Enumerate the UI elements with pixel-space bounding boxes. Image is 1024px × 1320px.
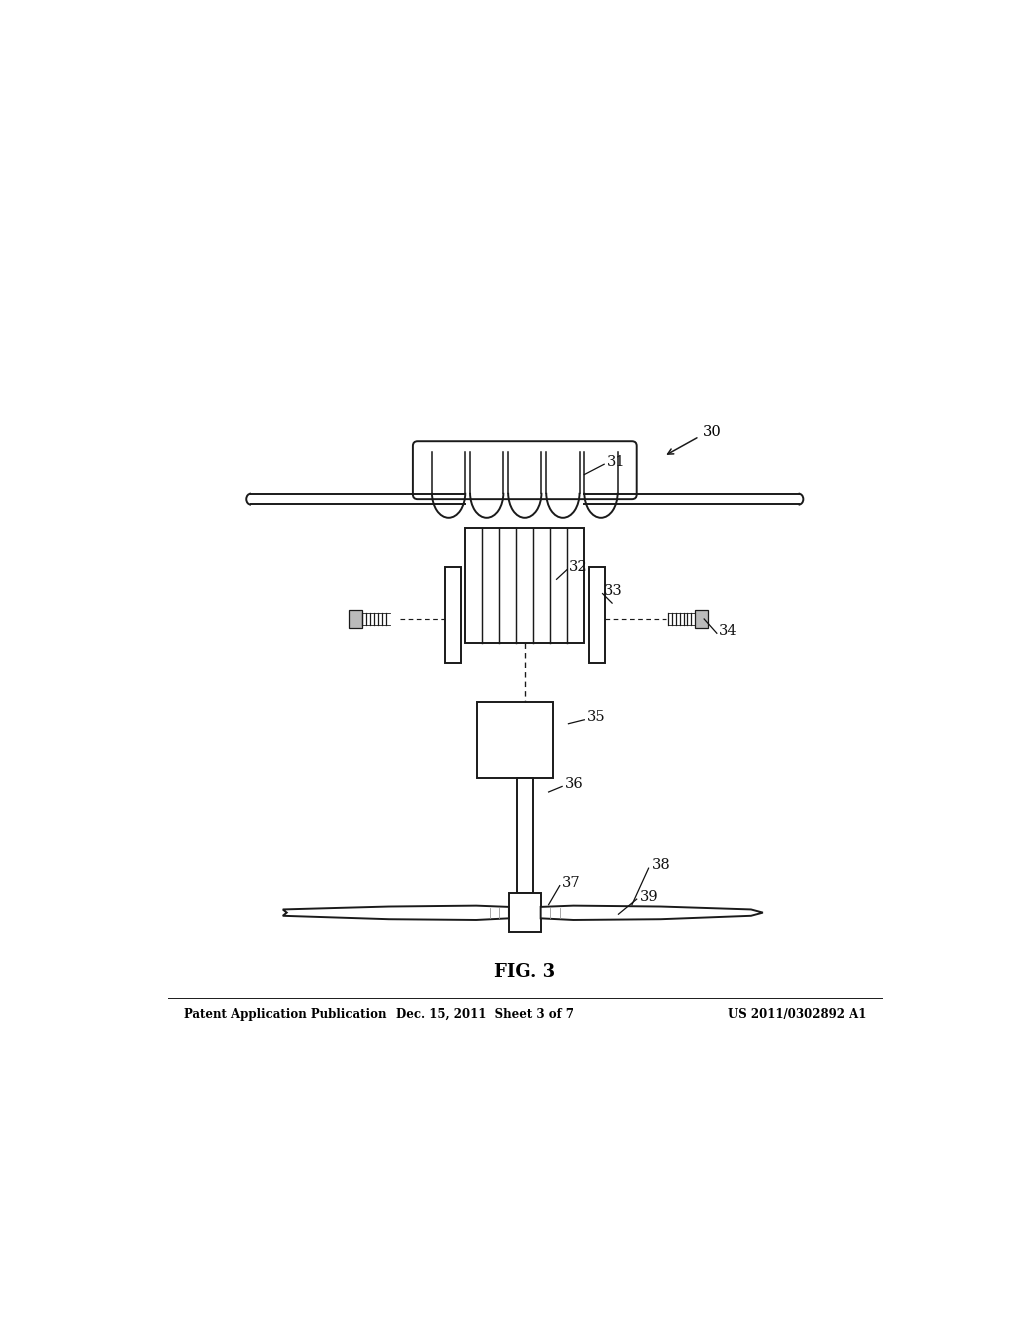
Bar	[509, 892, 541, 932]
Text: 34: 34	[719, 624, 738, 638]
Text: FIG. 3: FIG. 3	[495, 964, 555, 981]
Bar	[444, 568, 461, 663]
Text: Dec. 15, 2011  Sheet 3 of 7: Dec. 15, 2011 Sheet 3 of 7	[396, 1007, 574, 1020]
Bar	[349, 610, 362, 628]
Text: 38: 38	[652, 858, 671, 873]
Text: 30: 30	[703, 425, 722, 440]
Text: 37: 37	[562, 876, 581, 890]
Text: Patent Application Publication: Patent Application Publication	[183, 1007, 386, 1020]
Bar	[517, 777, 532, 892]
Bar	[477, 702, 553, 777]
Text: 32: 32	[569, 561, 588, 574]
Text: US 2011/0302892 A1: US 2011/0302892 A1	[728, 1007, 866, 1020]
Text: 31: 31	[607, 455, 626, 469]
Bar	[695, 610, 709, 628]
Polygon shape	[283, 906, 509, 920]
Polygon shape	[541, 906, 763, 920]
Text: 36: 36	[564, 777, 584, 791]
Bar	[465, 528, 585, 643]
Bar	[589, 568, 605, 663]
Text: 33: 33	[604, 585, 623, 598]
Text: 39: 39	[640, 890, 658, 904]
Text: 35: 35	[587, 710, 605, 723]
